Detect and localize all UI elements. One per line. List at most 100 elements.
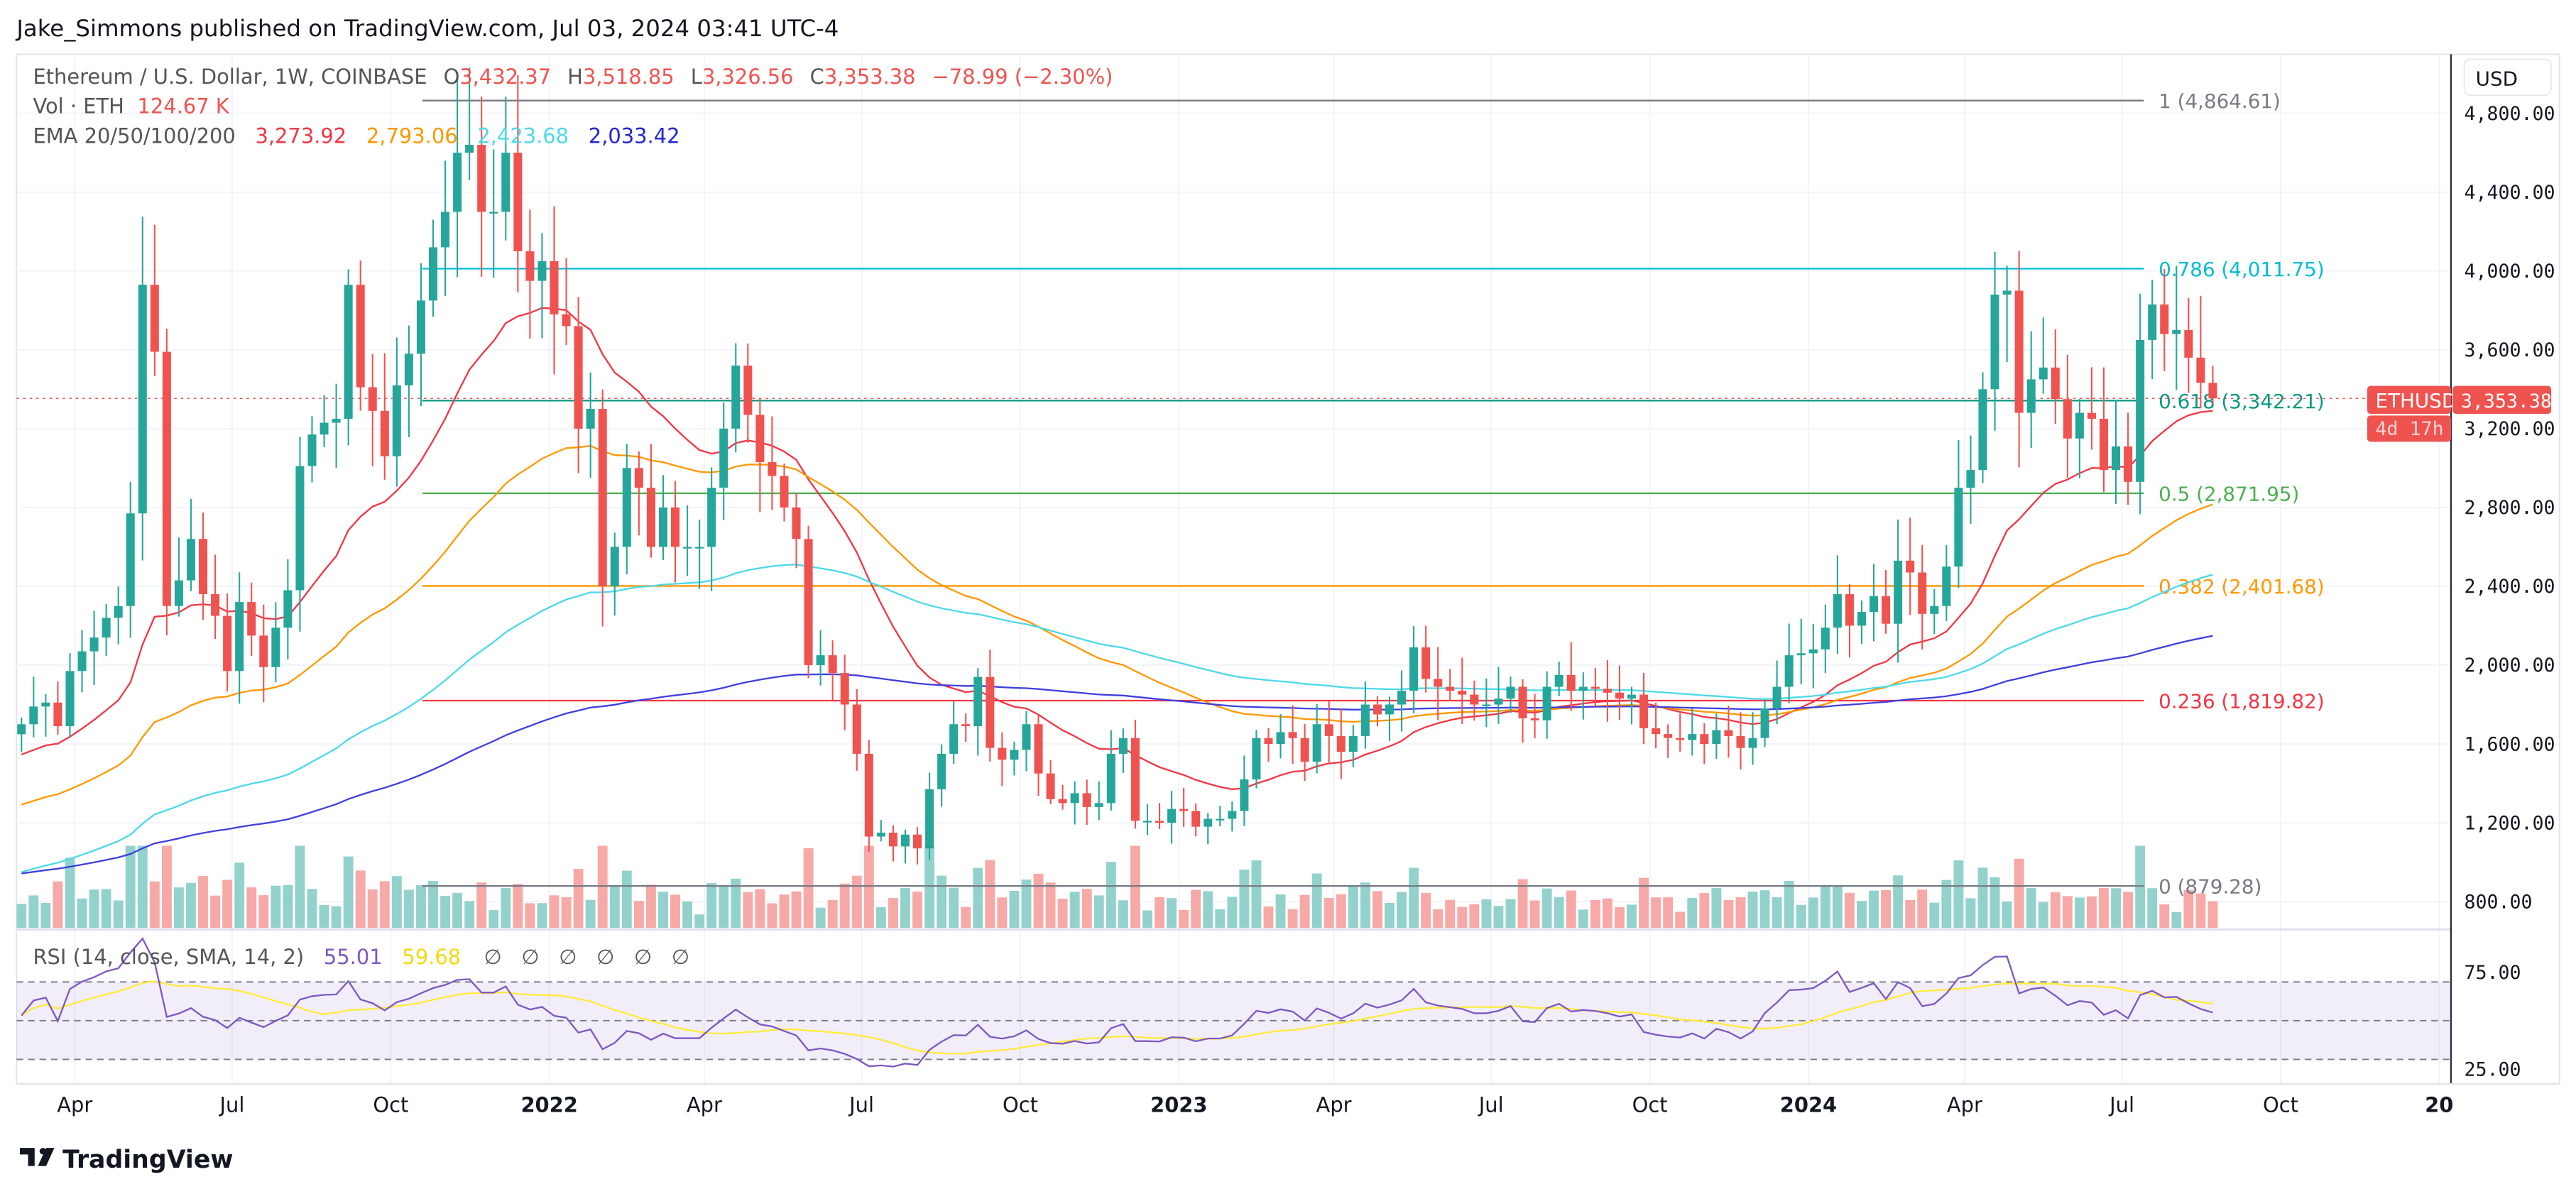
candle-body: [1458, 691, 1467, 695]
candle: [949, 701, 959, 764]
candle: [89, 610, 99, 685]
legend-volume[interactable]: Vol · ETH 124.67 K: [33, 94, 229, 119]
volume-bar: [2050, 892, 2061, 928]
volume-bar: [1215, 909, 1226, 928]
candle-body: [1954, 488, 1963, 567]
volume-bar: [1602, 898, 1612, 928]
candle-body: [1554, 674, 1563, 687]
candle: [1808, 623, 1818, 689]
candle: [199, 512, 208, 620]
candle: [501, 97, 511, 241]
candle: [1167, 791, 1177, 844]
volume-bar: [1905, 899, 1916, 928]
candle: [1155, 803, 1164, 829]
candle: [2136, 293, 2145, 515]
candle-body: [1615, 692, 1624, 699]
candle-body: [1627, 694, 1637, 699]
candle-body: [356, 285, 365, 388]
candle: [622, 444, 631, 575]
volume-bar: [682, 901, 692, 928]
volume-bar: [658, 892, 668, 928]
volume-bar: [670, 894, 680, 928]
candle: [1397, 670, 1407, 732]
candle-body: [1130, 738, 1140, 821]
volume-bar: [1529, 900, 1540, 928]
fib-retracement[interactable]: 1 (4,864.61) 0.786 (4,011.75) 0.618 (3,342…: [16, 89, 2367, 899]
volume-bar: [1844, 892, 1855, 928]
candle: [1772, 660, 1781, 725]
candle-body: [1748, 738, 1757, 748]
candle-body: [1348, 735, 1358, 752]
volume-bar: [1772, 897, 1782, 928]
volume-bar: [440, 895, 450, 928]
time-tick-label: Jul: [2108, 1092, 2134, 1117]
price-axis[interactable]: 4,800.00 4,400.00 4,000.00 3,600.00 3,200.00…: [2464, 103, 2555, 1080]
volume-bar: [706, 882, 717, 928]
candle: [1712, 713, 1721, 760]
volume-bar: [173, 887, 184, 928]
volume-bar: [1227, 897, 1238, 928]
volume-bar: [1929, 902, 1940, 928]
candle-body: [792, 507, 801, 539]
candle-body: [1833, 594, 1842, 628]
candle-body: [1506, 686, 1515, 699]
price-tick-label: 800.00: [2464, 891, 2532, 913]
volume-bar: [489, 910, 499, 928]
candle-body: [344, 285, 353, 419]
candle: [562, 258, 571, 346]
volume-bar: [40, 903, 51, 928]
rsi-tick-label: 75.00: [2464, 962, 2521, 984]
candle-body: [1204, 818, 1213, 827]
candle: [731, 343, 741, 453]
volume-bar: [525, 903, 535, 928]
candle-body: [65, 671, 75, 727]
time-axis[interactable]: Apr Jul Oct 2022 Apr Jul Oct 2023 Apr Jul Oct 2024 A…: [57, 1092, 2453, 1117]
candle-body: [1385, 704, 1395, 715]
candle: [1252, 730, 1261, 789]
candle: [634, 451, 643, 536]
candle: [1857, 600, 1866, 645]
volume-bar: [1517, 879, 1528, 928]
change-value: −78.99 (−2.30%): [932, 65, 1113, 89]
legend-ema[interactable]: EMA 20/50/100/200 3,273.92 2,793.06 2,42…: [33, 124, 680, 148]
volume-bar: [319, 905, 329, 928]
fib-level-label: 0.786 (4,011.75): [2159, 258, 2325, 281]
legend-main[interactable]: Ethereum / U.S. Dollar, 1W, COINBASE O3,…: [33, 65, 1113, 89]
candle-body: [1664, 734, 1673, 738]
candle: [1130, 719, 1140, 829]
legend-rsi[interactable]: RSI (14, close, SMA, 14, 2) 55.01 59.68 …: [33, 945, 689, 969]
time-tick-label: 2022: [520, 1092, 577, 1117]
candle: [525, 209, 535, 339]
volume-bar: [839, 883, 850, 928]
last-price: 3,353.38: [2461, 390, 2552, 412]
candle: [1870, 564, 1879, 642]
candle: [1784, 623, 1794, 703]
candle: [1676, 713, 1685, 752]
candle-body: [489, 212, 498, 214]
candle: [876, 820, 885, 842]
volume-bar: [1505, 899, 1516, 928]
candle-body: [1906, 560, 1915, 573]
candle-body: [1494, 698, 1503, 705]
volume-bar: [1627, 904, 1637, 928]
candle-body: [138, 285, 147, 514]
candle-body: [562, 314, 571, 327]
time-tick-label: 20: [2425, 1092, 2453, 1117]
currency-button[interactable]: [2463, 58, 2552, 96]
candle: [1264, 728, 1273, 762]
candle-body: [1772, 686, 1781, 709]
candle-body: [998, 747, 1007, 760]
candle: [380, 353, 389, 480]
candle: [1990, 251, 1999, 431]
tradingview-logo[interactable]: TradingView: [19, 1146, 233, 1174]
candle: [1748, 712, 1757, 765]
candle: [1700, 723, 1709, 765]
candle: [1821, 604, 1830, 674]
candle-body: [1578, 686, 1588, 691]
candle: [1930, 588, 1939, 634]
candle: [2087, 367, 2096, 450]
candle: [114, 586, 123, 645]
candle: [1276, 714, 1285, 759]
candle-body: [1046, 773, 1055, 799]
